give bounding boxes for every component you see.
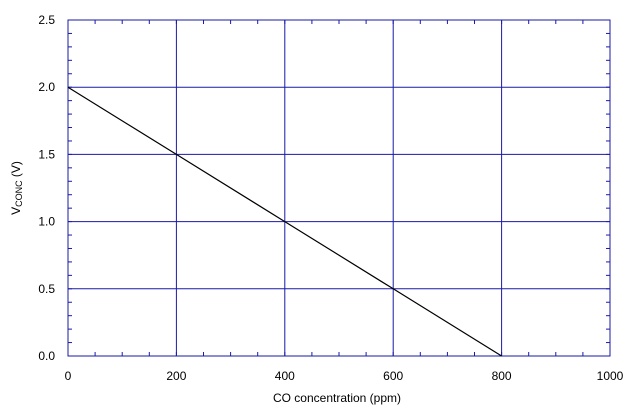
- y-tick-label-1: 0.5: [38, 282, 55, 296]
- x-tick-labels: 0 200 400 600 800 1000: [65, 369, 624, 383]
- x-tick-label-2: 400: [275, 369, 295, 383]
- y-tick-label-0: 0.0: [38, 349, 55, 363]
- minor-ticks: [67, 19, 611, 357]
- plot-frame: [67, 19, 611, 357]
- y-tick-label-4: 2.0: [38, 80, 55, 94]
- x-axis-label: CO concentration (ppm): [273, 391, 401, 405]
- x-tick-label-3: 600: [383, 369, 403, 383]
- y-tick-label-5: 2.5: [38, 13, 55, 27]
- y-axis-label: VCONC (V): [9, 161, 24, 215]
- series-line-0: [67, 86, 502, 357]
- x-tick-label-4: 800: [492, 369, 512, 383]
- x-tick-label-0: 0: [65, 369, 72, 383]
- x-tick-label-5: 1000: [597, 369, 624, 383]
- grid: [67, 19, 611, 357]
- x-tick-label-1: 200: [166, 369, 186, 383]
- y-tick-label-2: 1.0: [38, 215, 55, 229]
- y-axis-label-main: V: [9, 207, 23, 215]
- y-axis-label-sub: CONC: [14, 180, 24, 207]
- y-tick-label-3: 1.5: [38, 147, 55, 161]
- series-layer: [67, 86, 502, 357]
- y-axis-label-unit: (V): [9, 161, 23, 180]
- y-tick-labels: 0.0 0.5 1.0 1.5 2.0 2.5: [38, 13, 55, 363]
